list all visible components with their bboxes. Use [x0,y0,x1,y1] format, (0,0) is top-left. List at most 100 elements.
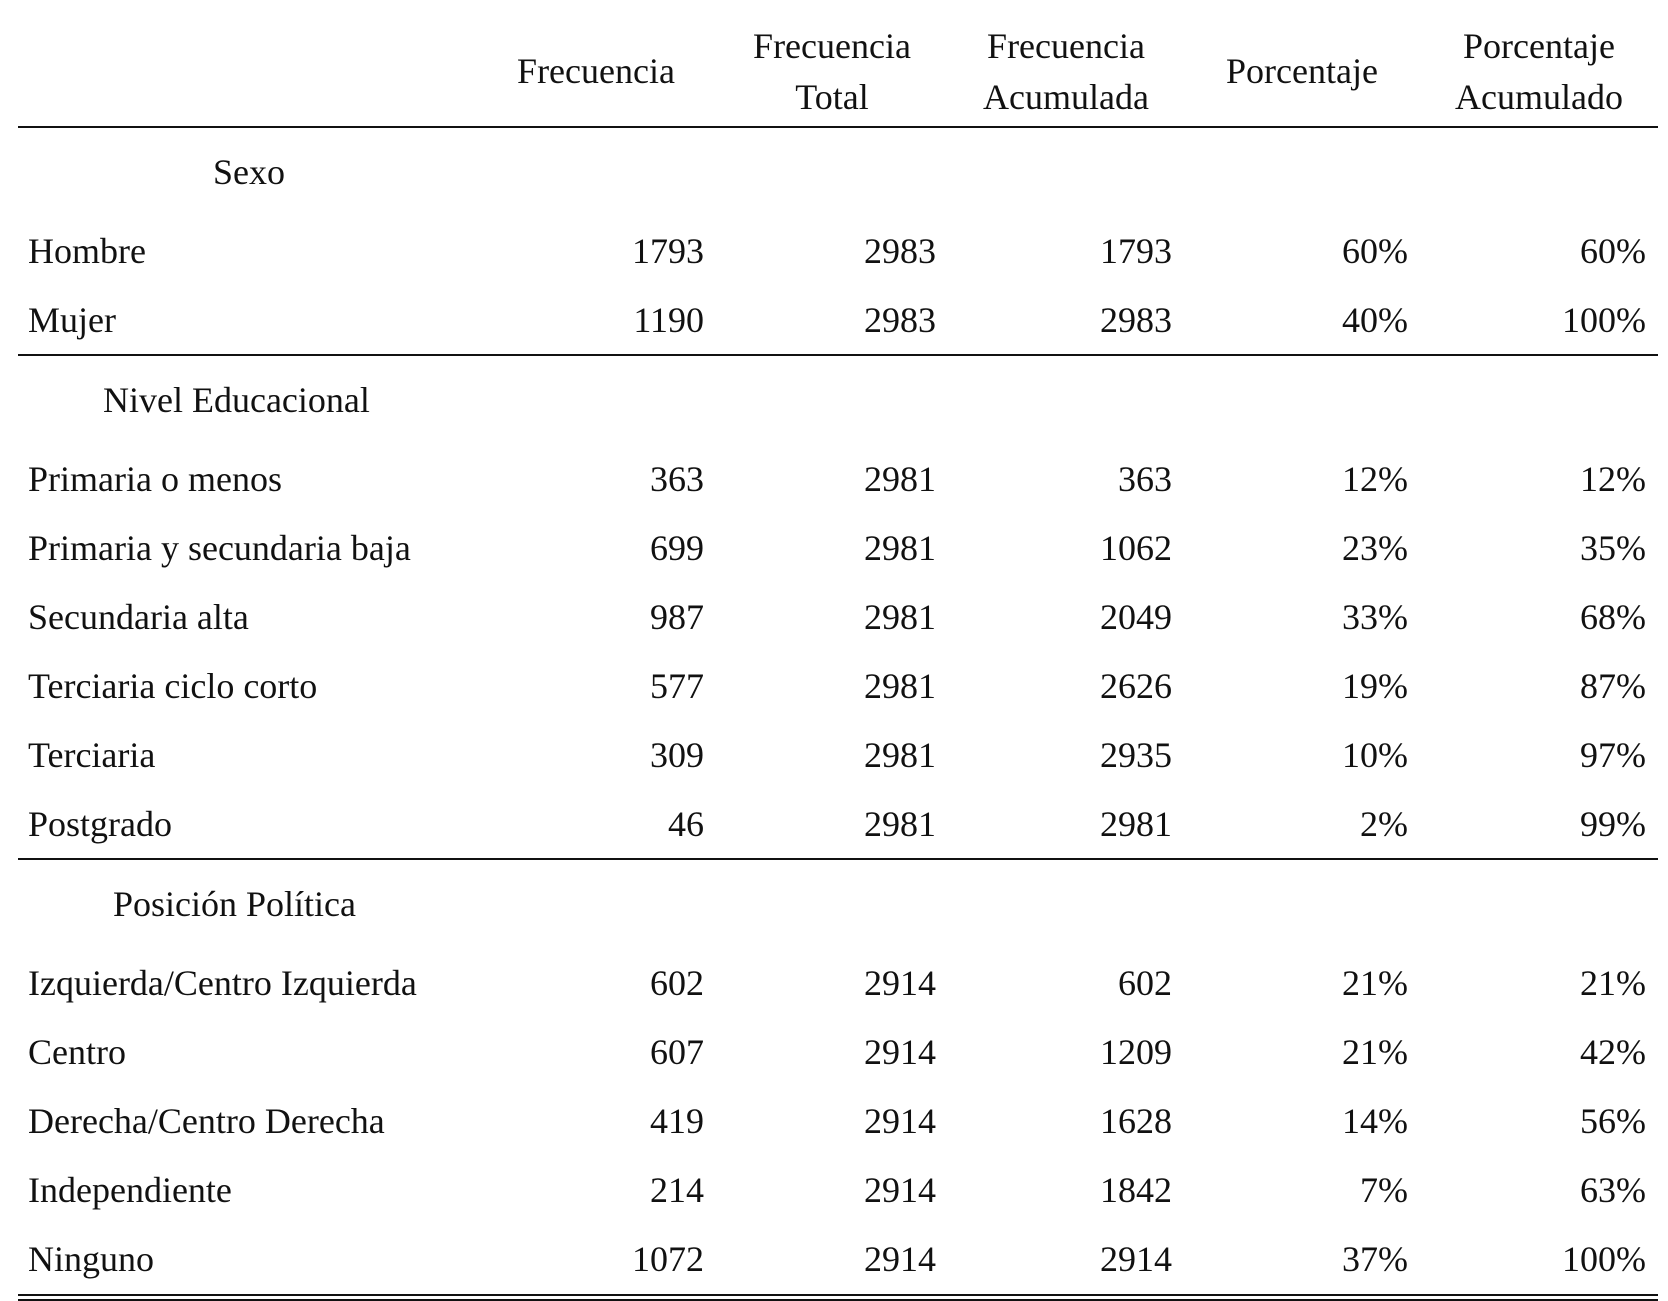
cell-frecuencia: 419 [650,1100,704,1141]
cell-frecuencia-acumulada: 1062 [1100,527,1172,568]
cell-frecuencia-total: 2981 [864,596,936,637]
header-frecuencia-line1: Frecuencia [517,51,675,92]
group-title: Nivel Educacional [103,380,370,420]
group-title-row: Nivel Educacional [18,355,1658,444]
cell-frecuencia-acumulada: 602 [1118,962,1172,1003]
cell-frecuencia-acumulada: 1628 [1100,1100,1172,1141]
row-label: Derecha/Centro Derecha [28,1100,385,1141]
cell-frecuencia-total: 2981 [716,789,948,860]
cell-frecuencia-total: 2981 [864,458,936,499]
row-label: Hombre [28,230,146,271]
cell-frecuencia-acumulada: 2049 [1100,596,1172,637]
cell-frecuencia: 46 [476,789,716,860]
cell-frecuencia-total: 2914 [864,1169,936,1210]
cell-frecuencia-total: 2983 [864,230,936,271]
cell-frecuencia-acumulada: 2626 [1100,665,1172,706]
cell-porcentaje-acumulado: 87% [1580,665,1646,706]
cell-porcentaje-acumulado: 56% [1580,1100,1646,1141]
header-blank [18,18,476,128]
row-label: Ninguno [28,1238,154,1279]
cell-porcentaje: 14% [1342,1100,1408,1141]
cell-porcentaje: 21% [1342,962,1408,1003]
cell-frecuencia-total: 2981 [864,665,936,706]
cell-porcentaje-acumulado: 35% [1580,527,1646,568]
cell-frecuencia-acumulada: 2935 [1100,734,1172,775]
cell-frecuencia-acumulada: 1842 [1100,1169,1172,1210]
cell-frecuencia-total: 2914 [864,1238,936,1279]
table-row: Derecha/Centro Derecha 419 2914 1628 14% 56% [18,1086,1658,1155]
cell-porcentaje: 2% [1184,789,1420,860]
table-row: Hombre 1793 2983 1793 60% 60% [18,216,1658,285]
group-title-row: Posición Política [18,859,1658,948]
group-title-row: Sexo [18,127,1658,216]
cell-frecuencia: 1072 [632,1238,704,1279]
table-header: Frecuencia Frecuencia Total Frecuencia A… [18,18,1658,128]
cell-porcentaje-acumulado: 21% [1580,962,1646,1003]
table-row: Ninguno 1072 2914 2914 37% 100% [18,1224,1658,1293]
cell-frecuencia: 309 [650,734,704,775]
table-row: Primaria y secundaria baja 699 2981 1062 23%… [18,513,1658,582]
table-row: Postgrado 46 2981 2981 2% 99% [18,789,1658,860]
cell-frecuencia-acumulada: 1209 [1100,1031,1172,1072]
cell-porcentaje-acumulado: 42% [1580,1031,1646,1072]
table-row: Secundaria alta 987 2981 2049 33% 68% [18,582,1658,651]
header-frecuencia-total-line1: Frecuencia [753,25,911,66]
cell-porcentaje: 40% [1184,285,1420,356]
cell-frecuencia: 577 [650,665,704,706]
cell-porcentaje-acumulado: 100% [1420,285,1658,356]
bottom-double-rule [18,1294,1658,1296]
group-title: Posición Política [113,884,356,924]
row-label: Primaria y secundaria baja [28,527,411,568]
cell-frecuencia-total: 2981 [864,527,936,568]
table-row: Terciaria 309 2981 2935 10% 97% [18,720,1658,789]
cell-porcentaje: 7% [1360,1169,1408,1210]
cell-frecuencia: 602 [650,962,704,1003]
table-row: Izquierda/Centro Izquierda 602 2914 602 21% 2… [18,948,1658,1017]
row-label: Izquierda/Centro Izquierda [28,962,417,1003]
header-frecuencia-acumulada-line1: Frecuencia [987,25,1145,66]
cell-porcentaje: 60% [1342,230,1408,271]
row-label: Primaria o menos [28,458,282,499]
cell-porcentaje-acumulado: 12% [1580,458,1646,499]
cell-porcentaje-acumulado: 60% [1580,230,1646,271]
cell-porcentaje-acumulado: 63% [1580,1169,1646,1210]
header-frecuencia-total: Frecuencia Total [716,18,948,128]
header-porcentaje: Porcentaje [1184,18,1420,128]
cell-frecuencia-acumulada: 2981 [948,789,1184,860]
row-label: Terciaria ciclo corto [28,665,318,706]
row-label: Mujer [18,285,476,356]
header-frecuencia-total-line2: Total [795,77,869,117]
cell-frecuencia-acumulada: 2983 [948,285,1184,356]
table-body: Sexo Hombre 1793 2983 1793 60% 60% Mujer 1190 298… [18,127,1658,1293]
cell-frecuencia-total: 2981 [864,734,936,775]
cell-frecuencia-total: 2914 [864,1100,936,1141]
table-row: Independiente 214 2914 1842 7% 63% [18,1155,1658,1224]
header-frecuencia: Frecuencia [476,18,716,128]
row-label: Postgrado [18,789,476,860]
cell-frecuencia: 214 [650,1169,704,1210]
cell-porcentaje: 33% [1342,596,1408,637]
row-label: Terciaria [28,734,156,775]
header-porcentaje-acumulado-line1: Porcentaje [1463,25,1615,66]
header-frecuencia-acumulada-line2: Acumulada [983,77,1149,117]
cell-frecuencia: 987 [650,596,704,637]
header-row: Frecuencia Frecuencia Total Frecuencia A… [18,18,1658,128]
frequency-table: Frecuencia Frecuencia Total Frecuencia A… [18,18,1658,1293]
cell-frecuencia-total: 2914 [864,1031,936,1072]
cell-frecuencia: 1793 [632,230,704,271]
header-porcentaje-line1: Porcentaje [1226,51,1378,92]
cell-frecuencia-acumulada: 363 [1118,458,1172,499]
cell-porcentaje: 10% [1342,734,1408,775]
cell-porcentaje: 19% [1342,665,1408,706]
cell-porcentaje-acumulado: 97% [1580,734,1646,775]
cell-frecuencia: 699 [650,527,704,568]
header-porcentaje-acumulado-line2: Acumulado [1455,77,1623,117]
cell-frecuencia: 1190 [476,285,716,356]
table-row: Centro 607 2914 1209 21% 42% [18,1017,1658,1086]
cell-frecuencia-total: 2914 [864,962,936,1003]
header-frecuencia-acumulada: Frecuencia Acumulada [948,18,1184,128]
cell-porcentaje-acumulado: 99% [1420,789,1658,860]
frequency-table-container: Frecuencia Frecuencia Total Frecuencia A… [18,18,1658,1293]
row-label: Independiente [28,1169,232,1210]
header-porcentaje-acumulado: Porcentaje Acumulado [1420,18,1658,128]
